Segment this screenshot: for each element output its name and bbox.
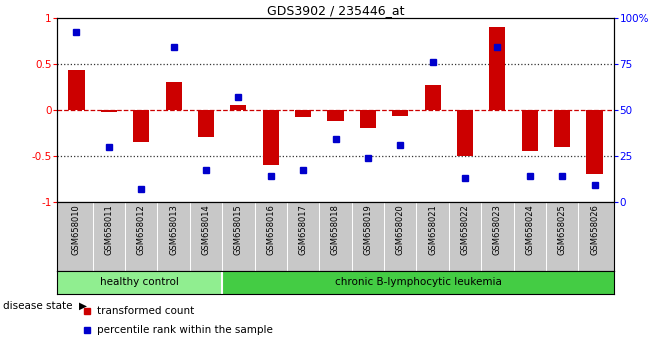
Text: GSM658026: GSM658026 [590,204,599,255]
Text: GSM658017: GSM658017 [299,204,307,255]
Bar [68,70,85,110]
Bar [57,271,222,294]
Bar [457,110,473,156]
Bar [360,110,376,128]
Bar [101,110,117,112]
Bar [554,110,570,147]
Text: GSM658024: GSM658024 [525,204,534,255]
Text: GSM658013: GSM658013 [169,204,178,255]
Text: GSM658010: GSM658010 [72,204,81,255]
Bar [295,110,311,117]
Title: GDS3902 / 235446_at: GDS3902 / 235446_at [267,4,404,17]
Text: GSM658011: GSM658011 [105,204,113,255]
Text: GSM658016: GSM658016 [266,204,275,255]
Text: GSM658018: GSM658018 [331,204,340,255]
Text: chronic B-lymphocytic leukemia: chronic B-lymphocytic leukemia [335,277,501,287]
Bar [262,110,279,165]
Text: GSM658012: GSM658012 [137,204,146,255]
Bar [222,271,614,294]
Bar [425,85,441,110]
Text: GSM658014: GSM658014 [201,204,211,255]
Bar [327,110,344,121]
Text: GSM658015: GSM658015 [234,204,243,255]
Bar [392,110,409,116]
Text: disease state  ▶: disease state ▶ [3,300,87,310]
Text: GSM658021: GSM658021 [428,204,437,255]
Bar [230,105,246,110]
Text: GSM658019: GSM658019 [364,204,372,255]
Text: healthy control: healthy control [100,277,179,287]
Text: GSM658025: GSM658025 [558,204,566,255]
Text: percentile rank within the sample: percentile rank within the sample [97,325,273,335]
Bar [133,110,150,142]
Text: transformed count: transformed count [97,306,195,316]
Text: GSM658022: GSM658022 [460,204,470,255]
Text: GSM658020: GSM658020 [396,204,405,255]
Bar [489,27,505,110]
Bar [521,110,538,151]
Text: GSM658023: GSM658023 [493,204,502,255]
Bar [166,82,182,110]
Bar [586,110,603,174]
Bar [198,110,214,137]
